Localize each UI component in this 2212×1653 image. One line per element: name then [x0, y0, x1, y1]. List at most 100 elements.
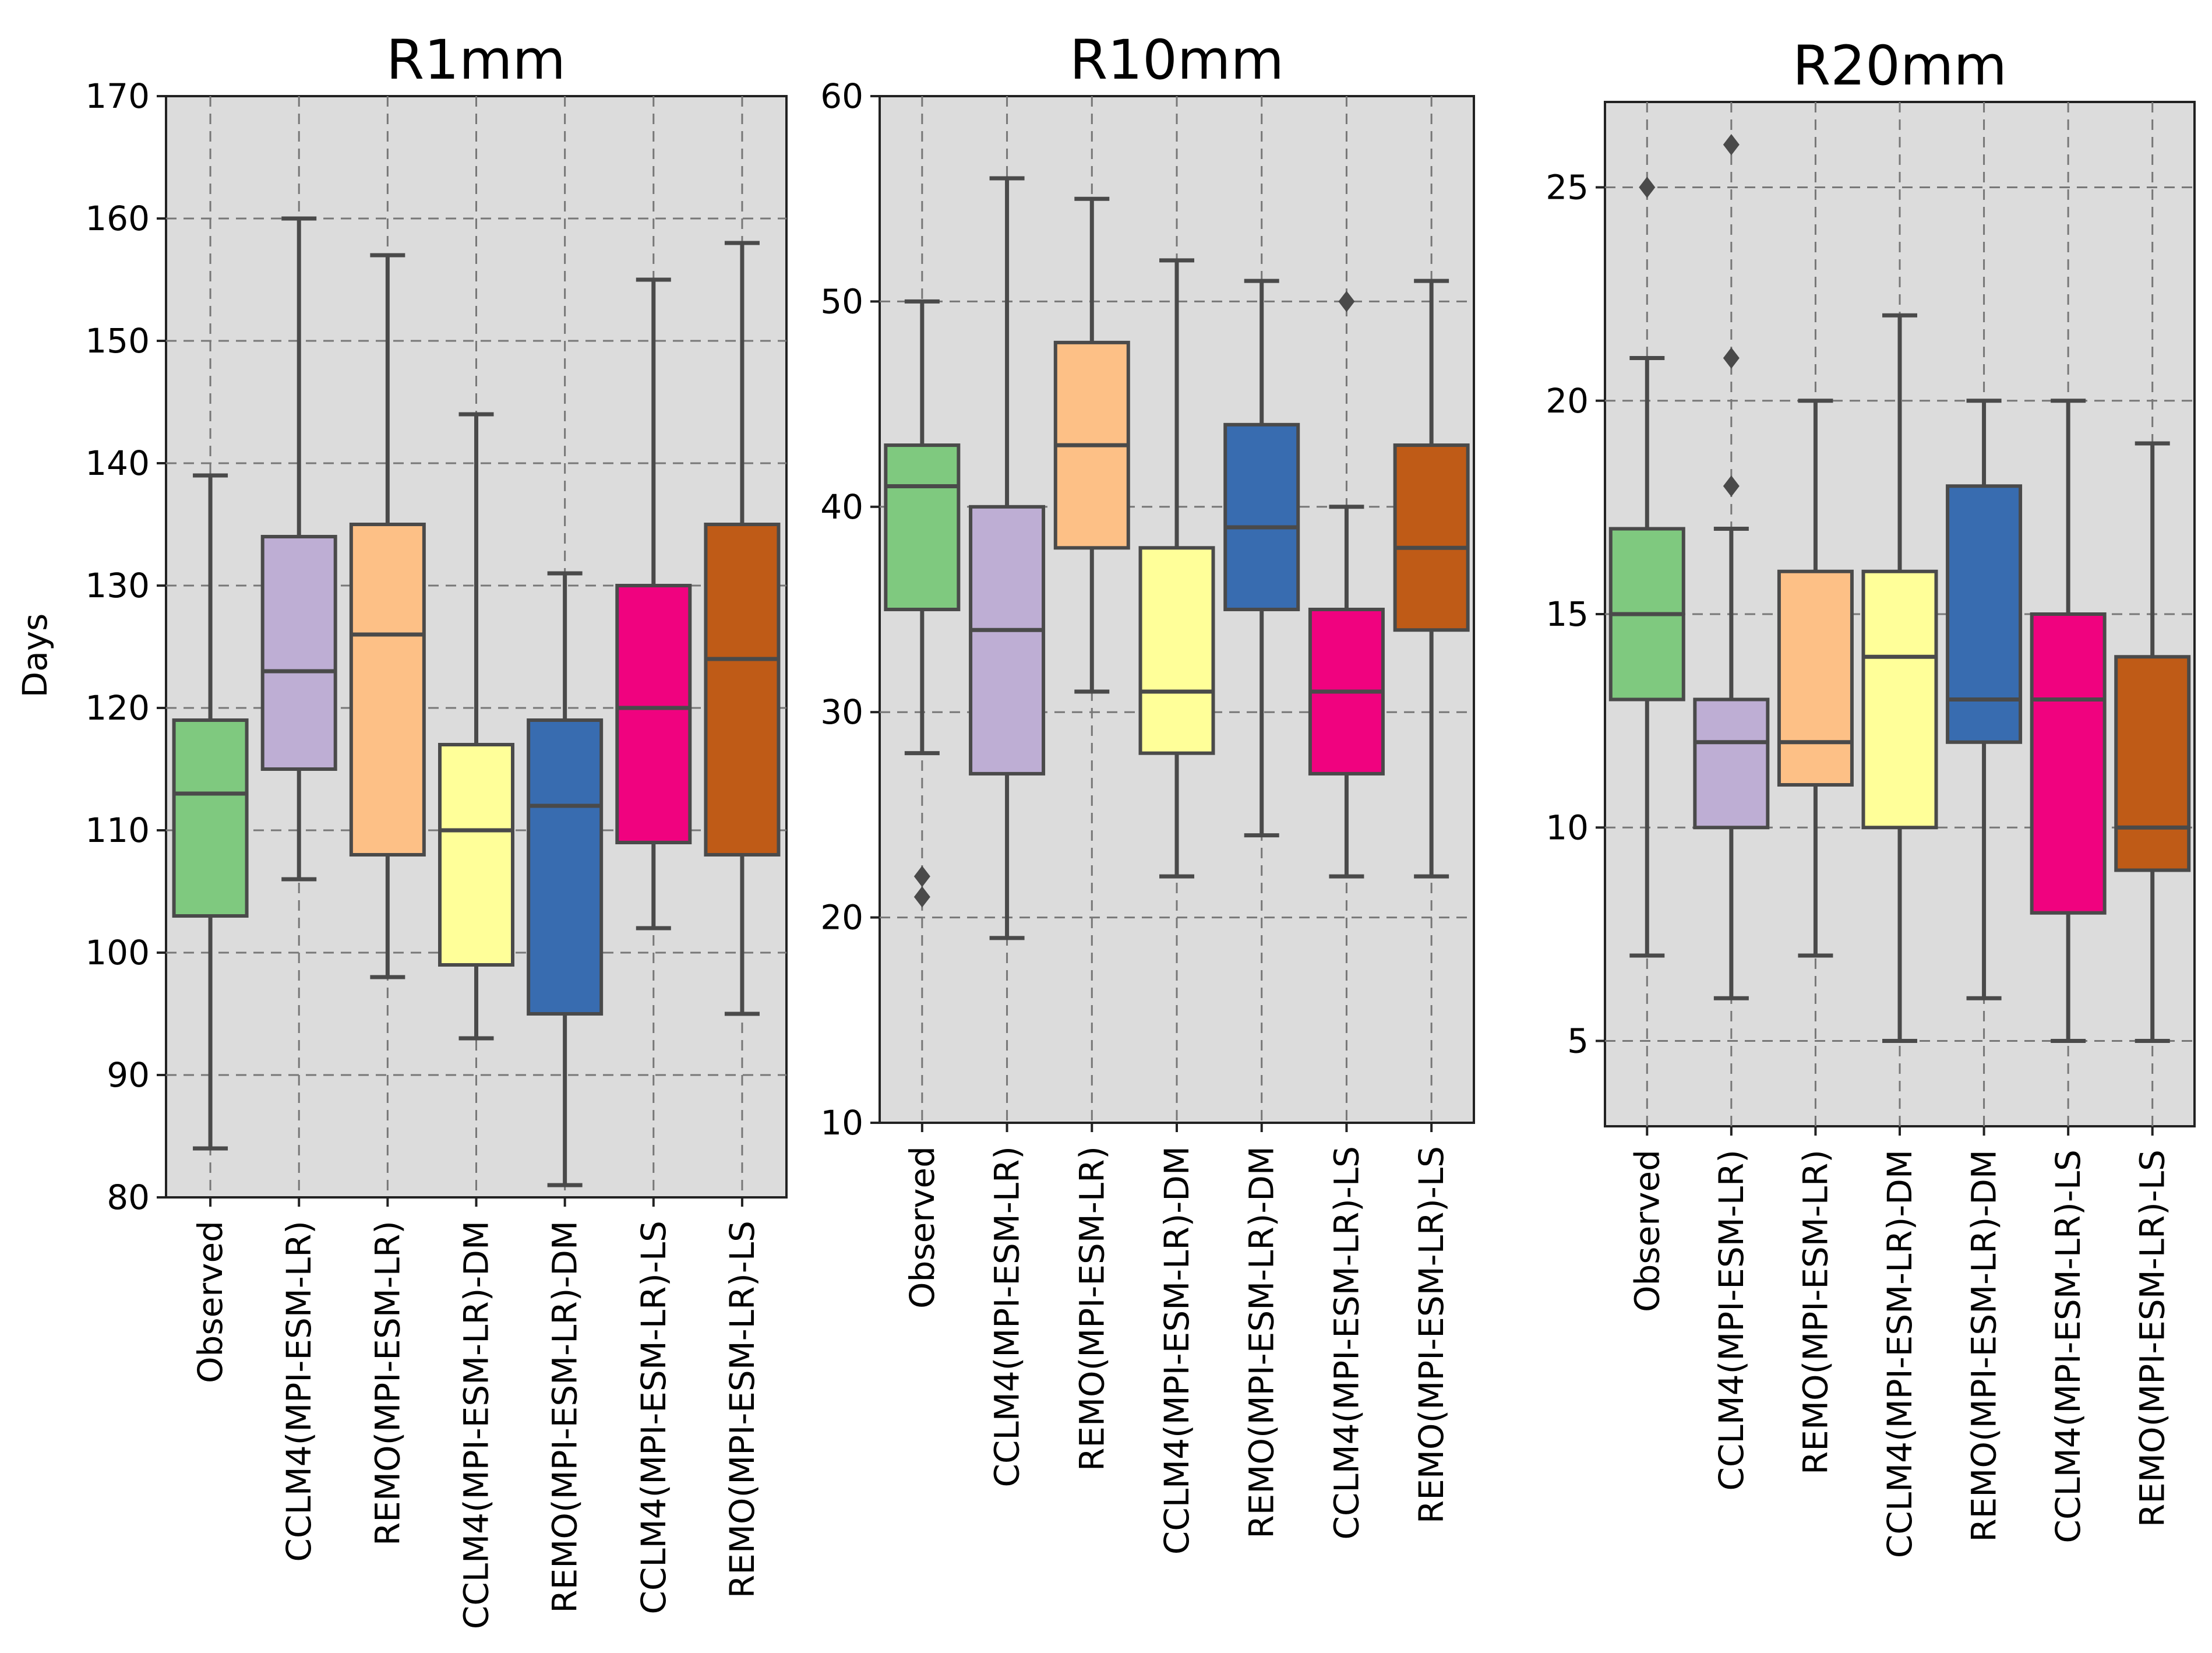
- x-tick-label-remo-mpi-esm-lr: REMO(MPI-ESM-LR): [368, 1221, 407, 1546]
- panel-r10mm: 10 20 30 40 50 60 Observed CCLM4(MPI-ESM-LR) REM…: [820, 29, 1475, 1555]
- iqr-box: [1693, 697, 1770, 830]
- y-tick-label: 5: [1567, 1021, 1589, 1061]
- outlier-point: [1723, 134, 1740, 156]
- outlier-point: [1723, 347, 1740, 369]
- x-tick-label-cclm4-mpi-esm-lr-ls: CCLM4(MPI-ESM-LR)-LS: [634, 1221, 673, 1615]
- x-tick-label-remo-mpi-esm-lr-ls: REMO(MPI-ESM-LR)-LS: [722, 1221, 762, 1598]
- box-remo-mpi-esm-lr: [1053, 196, 1130, 694]
- ticks-r20mm: 5 10 15 20 25 Observed CCLM4(MPI-ESM-LR) REMO(M…: [1546, 168, 2172, 1559]
- chart-title-r1mm: R1mm: [386, 29, 566, 92]
- box-cclm4-mpi-esm-lr-dm: [1861, 313, 1938, 1043]
- y-tick-label: 110: [85, 810, 150, 850]
- x-tick-label-remo-mpi-esm-lr-ls: REMO(MPI-ESM-LR)-LS: [1412, 1146, 1451, 1524]
- iqr-box: [1946, 484, 2023, 744]
- box-remo-mpi-esm-lr-dm: [1946, 399, 2023, 1000]
- y-tick-label: 100: [85, 933, 150, 972]
- y-axis-label: Days: [15, 614, 55, 698]
- box-observed: [172, 473, 249, 1151]
- boxes-r20mm: [1608, 134, 2191, 1043]
- iqr-box: [349, 523, 426, 857]
- box-cclm4-mpi-esm-lr-dm: [1138, 258, 1215, 879]
- box-cclm4-mpi-esm-lr-ls: [615, 277, 692, 931]
- y-tick-label: 10: [1546, 808, 1589, 847]
- x-tick-label-remo-mpi-esm-lr-dm: REMO(MPI-ESM-LR)-DM: [1242, 1146, 1282, 1539]
- x-tick-label-cclm4-mpi-esm-lr: CCLM4(MPI-ESM-LR): [987, 1146, 1027, 1488]
- box-remo-mpi-esm-lr-ls: [2114, 441, 2191, 1043]
- y-tick-label: 20: [820, 898, 863, 937]
- x-tick-label-remo-mpi-esm-lr-dm: REMO(MPI-ESM-LR)-DM: [1964, 1150, 2004, 1542]
- iqr-box: [615, 584, 692, 844]
- iqr-box: [704, 523, 781, 857]
- x-tick-label-cclm4-mpi-esm-lr-ls: CCLM4(MPI-ESM-LR)-LS: [1327, 1146, 1366, 1540]
- y-tick-label: 15: [1546, 594, 1589, 634]
- iqr-box: [172, 718, 249, 918]
- outlier-point: [913, 886, 930, 908]
- iqr-box: [969, 505, 1046, 776]
- box-remo-mpi-esm-lr-ls: [1393, 279, 1470, 879]
- iqr-box: [1861, 569, 1938, 830]
- y-tick-label: 50: [820, 281, 863, 321]
- x-tick-label-remo-mpi-esm-lr-ls: REMO(MPI-ESM-LR)-LS: [2133, 1150, 2172, 1527]
- y-tick-label: 170: [85, 76, 150, 116]
- iqr-box: [1777, 569, 1854, 787]
- x-tick-label-cclm4-mpi-esm-lr-dm: CCLM4(MPI-ESM-LR)-DM: [1157, 1146, 1197, 1555]
- panel-r20mm: 5 10 15 20 25 Observed CCLM4(MPI-ESM-LR) REMO(M…: [1546, 34, 2196, 1559]
- iqr-box: [884, 443, 961, 612]
- box-cclm4-mpi-esm-lr: [1693, 134, 1770, 1000]
- iqr-box: [527, 718, 604, 1016]
- iqr-box: [260, 535, 337, 771]
- iqr-box: [1393, 443, 1470, 632]
- iqr-box: [2030, 612, 2107, 915]
- outlier-point: [913, 865, 930, 887]
- x-tick-label-cclm4-mpi-esm-lr-dm: CCLM4(MPI-ESM-LR)-DM: [1880, 1150, 1920, 1558]
- box-remo-mpi-esm-lr-dm: [527, 571, 604, 1187]
- x-tick-label-observed: Observed: [1627, 1150, 1667, 1312]
- box-cclm4-mpi-esm-lr: [260, 216, 337, 882]
- y-tick-label: 40: [820, 487, 863, 527]
- iqr-box: [1138, 546, 1215, 755]
- box-cclm4-mpi-esm-lr: [969, 176, 1046, 940]
- outlier-point: [1639, 177, 1656, 198]
- chart-title-r20mm: R20mm: [1793, 34, 2007, 98]
- iqr-box: [1223, 422, 1300, 612]
- box-cclm4-mpi-esm-lr-ls: [1308, 291, 1385, 879]
- x-tick-label-cclm4-mpi-esm-lr-dm: CCLM4(MPI-ESM-LR)-DM: [457, 1221, 496, 1629]
- x-tick-label-cclm4-mpi-esm-lr: CCLM4(MPI-ESM-LR): [1712, 1150, 1751, 1491]
- panel-r1mm: 80 90 100 110 120 130 140 150 160 170 Observed CCLM…: [15, 29, 788, 1629]
- y-tick-label: 160: [85, 199, 150, 238]
- x-tick-label-cclm4-mpi-esm-lr: CCLM4(MPI-ESM-LR): [279, 1221, 319, 1562]
- outlier-point: [1723, 475, 1740, 497]
- y-tick-label: 150: [85, 321, 150, 361]
- y-tick-label: 130: [85, 566, 150, 605]
- ticks-r10mm: 10 20 30 40 50 60 Observed CCLM4(MPI-ESM-LR) REM…: [820, 76, 1451, 1555]
- boxes-r1mm: [172, 216, 781, 1187]
- box-remo-mpi-esm-lr-dm: [1223, 279, 1300, 838]
- y-tick-label: 60: [820, 76, 863, 116]
- y-tick-label: 120: [85, 688, 150, 728]
- box-cclm4-mpi-esm-lr-ls: [2030, 399, 2107, 1043]
- iqr-box: [438, 743, 514, 967]
- outlier-point: [1338, 291, 1355, 312]
- x-tick-label-remo-mpi-esm-lr: REMO(MPI-ESM-LR): [1795, 1150, 1835, 1475]
- y-tick-label: 20: [1546, 381, 1589, 421]
- box-remo-mpi-esm-lr: [349, 253, 426, 979]
- ticks-r1mm: 80 90 100 110 120 130 140 150 160 170 Observed CCLM…: [85, 76, 762, 1629]
- iqr-box: [2114, 655, 2191, 872]
- y-tick-label: 80: [107, 1178, 150, 1217]
- x-tick-label-observed: Observed: [902, 1146, 942, 1309]
- box-observed: [1608, 177, 1685, 958]
- box-remo-mpi-esm-lr-ls: [704, 241, 781, 1016]
- box-observed: [884, 299, 961, 908]
- boxes-r10mm: [884, 176, 1470, 940]
- chart-title-r10mm: R10mm: [1070, 29, 1284, 92]
- y-tick-label: 140: [85, 443, 150, 483]
- x-tick-label-cclm4-mpi-esm-lr-ls: CCLM4(MPI-ESM-LR)-LS: [2048, 1150, 2088, 1543]
- x-tick-label-remo-mpi-esm-lr: REMO(MPI-ESM-LR): [1072, 1146, 1112, 1471]
- y-tick-label: 25: [1546, 168, 1589, 207]
- y-tick-label: 10: [820, 1103, 863, 1143]
- box-cclm4-mpi-esm-lr-dm: [438, 412, 514, 1041]
- box-remo-mpi-esm-lr: [1777, 399, 1854, 958]
- y-tick-label: 30: [820, 692, 863, 732]
- y-tick-label: 90: [107, 1055, 150, 1095]
